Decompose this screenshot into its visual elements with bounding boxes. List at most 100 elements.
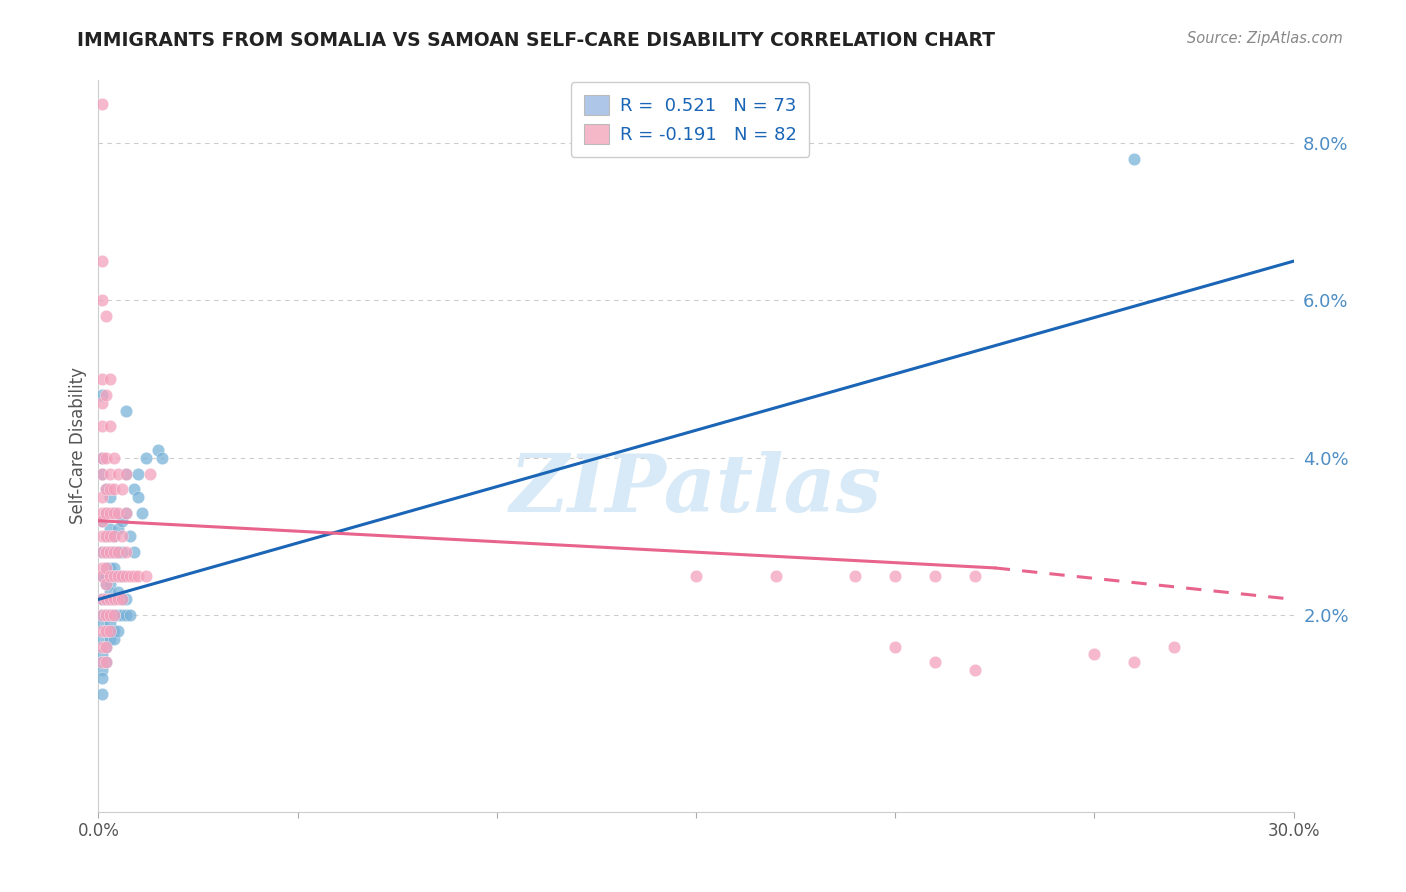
Point [115,568,138,582]
Point [139,467,162,481]
Point [115,592,138,607]
Point [120,608,142,623]
Point [91,545,114,559]
Point [91,419,114,434]
Point [98,624,122,638]
Y-axis label: Self-Care Disability: Self-Care Disability [69,368,87,524]
Point [103,608,125,623]
Point [124,568,146,582]
Point [91,254,114,268]
Point [91,467,114,481]
Point [963,568,986,582]
Point [120,568,142,582]
Point [91,372,114,386]
Point [96,506,118,520]
Point [98,584,122,599]
Point [924,568,946,582]
Point [91,545,114,559]
Point [103,529,125,543]
Point [91,648,114,662]
Point [91,293,114,308]
Point [115,545,138,559]
Point [96,624,118,638]
Point [91,592,114,607]
Point [103,568,125,582]
Point [115,506,138,520]
Point [96,506,118,520]
Point [685,568,707,582]
Point [98,576,122,591]
Point [107,467,129,481]
Point [96,576,118,591]
Point [111,568,134,582]
Point [844,568,866,582]
Point [96,640,118,654]
Point [91,624,114,638]
Point [124,545,146,559]
Point [98,372,122,386]
Point [96,608,118,623]
Point [91,450,114,465]
Point [91,450,114,465]
Point [103,545,125,559]
Point [1123,655,1146,669]
Point [884,568,907,582]
Point [127,568,149,582]
Point [135,450,157,465]
Text: Source: ZipAtlas.com: Source: ZipAtlas.com [1187,31,1343,46]
Point [98,490,122,504]
Point [115,403,138,417]
Point [91,514,114,528]
Point [884,640,907,654]
Point [91,608,114,623]
Point [107,568,129,582]
Point [148,442,170,457]
Point [103,561,125,575]
Point [103,545,125,559]
Point [96,576,118,591]
Point [96,655,118,669]
Point [120,529,142,543]
Point [91,687,114,701]
Point [111,608,134,623]
Point [1123,152,1146,166]
Point [111,529,134,543]
Point [111,482,134,496]
Point [91,506,114,520]
Text: IMMIGRANTS FROM SOMALIA VS SAMOAN SELF-CARE DISABILITY CORRELATION CHART: IMMIGRANTS FROM SOMALIA VS SAMOAN SELF-C… [77,31,995,50]
Point [96,608,118,623]
Point [91,96,114,111]
Point [98,608,122,623]
Point [91,561,114,575]
Point [103,624,125,638]
Point [107,624,129,638]
Point [115,467,138,481]
Point [91,529,114,543]
Point [103,632,125,646]
Point [115,467,138,481]
Point [111,568,134,582]
Point [127,490,149,504]
Point [115,608,138,623]
Point [98,545,122,559]
Point [98,419,122,434]
Point [91,608,114,623]
Point [107,506,129,520]
Point [91,388,114,402]
Point [98,522,122,536]
Point [103,608,125,623]
Point [91,632,114,646]
Point [91,640,114,654]
Point [91,514,114,528]
Point [91,592,114,607]
Point [91,568,114,582]
Point [91,396,114,410]
Point [96,568,118,582]
Point [96,310,118,324]
Point [963,663,986,677]
Point [98,608,122,623]
Point [107,545,129,559]
Point [91,568,114,582]
Point [98,545,122,559]
Point [91,490,114,504]
